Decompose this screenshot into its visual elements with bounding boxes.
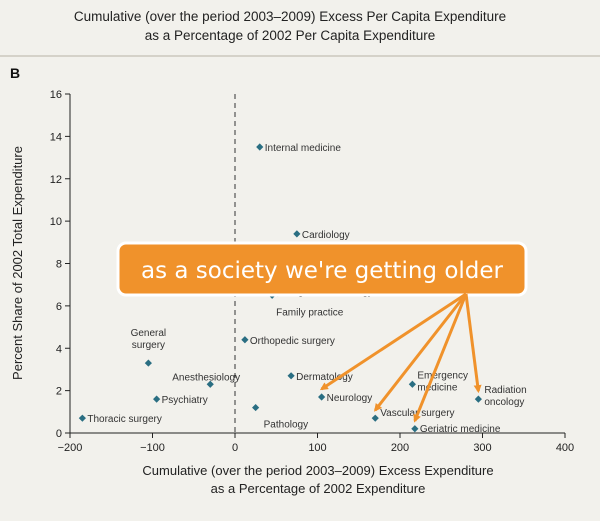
title-banner	[0, 0, 600, 56]
point-label-neurology: Neurology	[327, 393, 373, 404]
panel-letter: B	[10, 65, 20, 81]
point-label-thoracic-surgery: Thoracic surgery	[87, 414, 161, 425]
x-tick-label: −100	[140, 442, 165, 454]
point-psychiatry	[153, 395, 161, 403]
y-tick-label: 14	[50, 131, 62, 143]
chart-title-line2: as a Percentage of 2002 Per Capita Expen…	[145, 28, 435, 43]
y-tick-label: 10	[50, 216, 62, 228]
x-axis-title-line1: Cumulative (over the period 2003–2009) E…	[142, 463, 493, 478]
point-label-emergency-medicine: medicine	[417, 382, 457, 393]
y-tick-label: 16	[50, 89, 62, 101]
y-tick-label: 2	[56, 386, 62, 398]
y-tick-label: 12	[50, 174, 62, 186]
x-tick-label: 200	[391, 442, 409, 454]
point-label-pathology: Pathology	[264, 420, 308, 431]
annotation-arrows	[319, 292, 482, 423]
y-axis-title: Percent Share of 2002 Total Expenditure	[10, 146, 25, 380]
point-radiation-oncology	[474, 395, 482, 403]
arrow-to-geriatric-medicine	[413, 293, 468, 423]
point-anesthesiology	[206, 380, 214, 388]
point-label-cardiology: Cardiology	[302, 230, 350, 241]
y-tick-label: 0	[56, 428, 62, 440]
point-label-general-surgery: General	[131, 328, 167, 339]
y-tick-label: 4	[56, 343, 62, 355]
point-thoracic-surgery	[78, 414, 86, 422]
x-tick-label: −200	[58, 442, 83, 454]
point-label-radiation-oncology: Radiation	[484, 385, 526, 396]
point-geriatric-medicine	[411, 425, 419, 433]
point-label-geriatric-medicine: Geriatric medicine	[420, 424, 501, 435]
point-label-general-surgery: surgery	[132, 340, 165, 351]
annotation-box	[116, 241, 528, 297]
arrow-to-vascular-surgery	[374, 293, 468, 412]
arrow-to-radiation-oncology	[464, 293, 482, 394]
point-cardiology	[293, 230, 301, 238]
point-label-internal-medicine: Internal medicine	[265, 143, 342, 154]
x-tick-label: 400	[556, 442, 574, 454]
point-label-family-practice: Family practice	[276, 307, 344, 318]
point-label-psychiatry: Psychiatry	[162, 395, 208, 406]
point-dermatology	[287, 372, 295, 380]
y-tick-label: 8	[56, 259, 62, 271]
annotation-callout: as a society we're getting older	[116, 241, 528, 297]
point-label-emergency-medicine: Emergency	[417, 370, 468, 381]
point-pathology	[252, 403, 260, 412]
x-axis-ticks: −200 −100 0 100 200 300 400	[58, 433, 574, 454]
point-label-dermatology: Dermatology	[296, 372, 353, 383]
point-internal-medicine	[256, 143, 264, 151]
y-axis-ticks: 0 2 4 6 8 10 12 14 16	[50, 89, 70, 440]
point-label-anesthesiology: Anesthesiology	[172, 372, 240, 383]
x-tick-label: 0	[232, 442, 238, 454]
point-orthopedic-surgery	[241, 336, 249, 344]
x-tick-label: 300	[473, 442, 491, 454]
point-label-orthopedic-surgery: Orthopedic surgery	[250, 336, 335, 347]
point-neurology	[318, 393, 326, 401]
point-label-radiation-oncology: oncology	[484, 397, 524, 408]
x-tick-label: 100	[308, 442, 326, 454]
annotation-text: as a society we're getting older	[141, 258, 504, 284]
point-general-surgery	[144, 359, 152, 367]
point-emergency-medicine	[408, 380, 416, 388]
chart-title-line1: Cumulative (over the period 2003–2009) E…	[74, 9, 506, 24]
arrow-to-neurology	[319, 292, 467, 391]
point-vascular-surgery	[371, 414, 379, 422]
x-axis-title-line2: as a Percentage of 2002 Expenditure	[211, 481, 426, 496]
y-tick-label: 6	[56, 301, 62, 313]
